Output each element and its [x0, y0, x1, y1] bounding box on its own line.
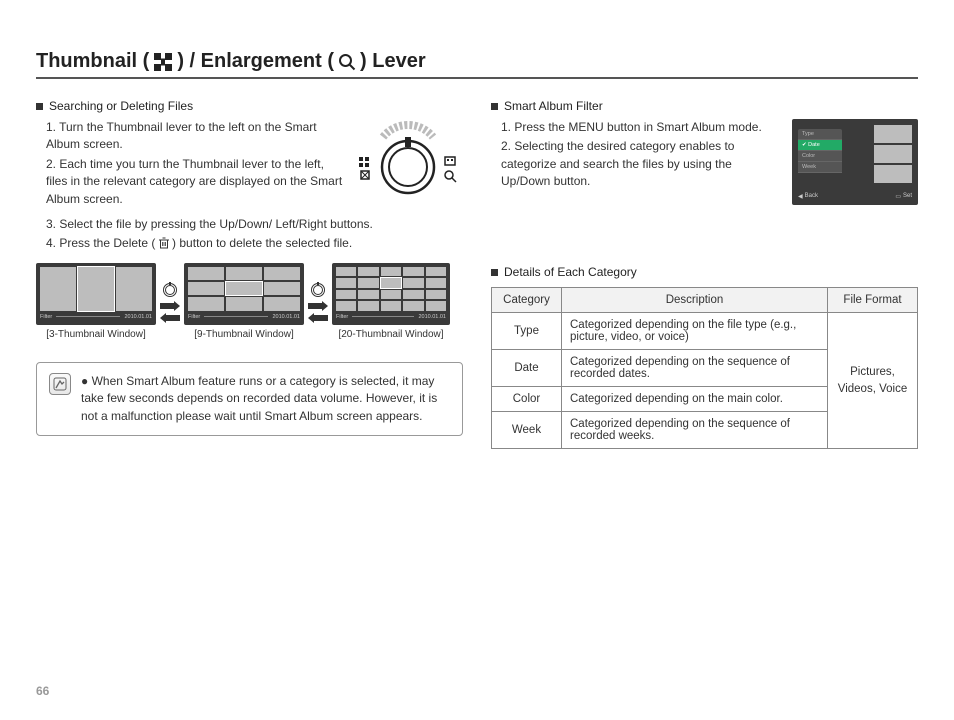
section-heading-filter: Smart Album Filter: [491, 99, 918, 113]
th-category: Category: [492, 288, 562, 313]
td-format: Pictures, Videos, Voice: [828, 313, 918, 449]
table-header-row: Category Description File Format: [492, 288, 918, 313]
two-column-layout: Searching or Deleting Files 1. Turn the …: [36, 99, 918, 449]
td-category: Type: [492, 313, 562, 350]
thumbnail-windows-strip: Filter2010.01.01 [3-Thumbnail Window] Fi…: [36, 263, 463, 340]
square-bullet-icon: [491, 103, 498, 110]
section-heading-details: Details of Each Category: [491, 265, 918, 279]
td-description: Categorized depending on the main color.: [562, 387, 828, 412]
lever-arrows: [160, 279, 180, 323]
note-callout: When Smart Album feature runs or a categ…: [36, 362, 463, 436]
category-table: Category Description File Format Type Ca…: [491, 287, 918, 449]
td-category: Week: [492, 412, 562, 449]
thumb-20-window: Filter2010.01.01 [20-Thumbnail Window]: [332, 263, 450, 340]
trash-icon: [159, 236, 169, 250]
step-item: 3. Select the file by pressing the Up/Do…: [46, 216, 463, 233]
square-bullet-icon: [36, 103, 43, 110]
th-description: Description: [562, 288, 828, 313]
filter-thumbs: [874, 125, 912, 183]
section-heading-label: Searching or Deleting Files: [49, 99, 193, 113]
filter-menu: Type ✔ Date Color Week: [798, 129, 842, 173]
left-steps-b: 3. Select the file by pressing the Up/Do…: [46, 216, 463, 253]
thumb-3-window: Filter2010.01.01 [3-Thumbnail Window]: [36, 263, 156, 340]
td-description: Categorized depending on the sequence of…: [562, 350, 828, 387]
arrow-left-icon: [160, 313, 180, 323]
table-row: Type Categorized depending on the file t…: [492, 313, 918, 350]
td-description: Categorized depending on the file type (…: [562, 313, 828, 350]
thumb-caption: [20-Thumbnail Window]: [338, 329, 443, 340]
th-format: File Format: [828, 288, 918, 313]
note-icon: [49, 373, 71, 395]
filter-bottom-bar: ◀ Back ▭ Set: [798, 191, 912, 201]
left-column: Searching or Deleting Files 1. Turn the …: [36, 99, 463, 449]
arrow-right-icon: [308, 301, 328, 311]
filter-menu-item: Week: [798, 162, 842, 173]
right-steps: 1. Press the MENU button in Smart Album …: [491, 119, 782, 199]
square-bullet-icon: [491, 269, 498, 276]
right-upper-row: 1. Press the MENU button in Smart Album …: [491, 119, 918, 205]
title-mid: ) / Enlargement (: [177, 50, 334, 73]
right-column: Smart Album Filter 1. Press the MENU but…: [491, 99, 918, 449]
td-category: Date: [492, 350, 562, 387]
thumb-9-window: Filter2010.01.01 [9-Thumbnail Window]: [184, 263, 304, 340]
page-title: Thumbnail ( ) / Enlargement ( ) Lever: [36, 50, 918, 79]
section-heading-label: Details of Each Category: [504, 265, 637, 279]
td-category: Color: [492, 387, 562, 412]
step-item: 1. Press the MENU button in Smart Album …: [501, 119, 782, 136]
page-number: 66: [36, 684, 49, 698]
thumbnail-grid-icon: [153, 52, 173, 72]
step-item: 4. Press the Delete ( ) button to delete…: [46, 235, 463, 252]
lever-dial-illustration: [353, 119, 463, 212]
arrow-left-icon: [308, 313, 328, 323]
td-description: Categorized depending on the sequence of…: [562, 412, 828, 449]
step-item: 1. Turn the Thumbnail lever to the left …: [46, 119, 345, 154]
lever-arrows: [308, 279, 328, 323]
magnify-icon: [338, 53, 356, 71]
filter-menu-item-selected: ✔ Date: [798, 140, 842, 151]
arrow-right-icon: [160, 301, 180, 311]
filter-menu-item: Type: [798, 129, 842, 140]
left-steps-a: 1. Turn the Thumbnail lever to the left …: [36, 119, 345, 216]
title-suffix: ) Lever: [360, 50, 426, 73]
title-prefix: Thumbnail (: [36, 50, 149, 73]
section-heading-label: Smart Album Filter: [504, 99, 603, 113]
step-item: 2. Selecting the desired category enable…: [501, 138, 782, 190]
set-label: ▭ Set: [895, 193, 912, 200]
back-label: ◀ Back: [798, 193, 818, 200]
section-heading-search: Searching or Deleting Files: [36, 99, 463, 113]
step-item: 2. Each time you turn the Thumbnail leve…: [46, 156, 345, 208]
thumb-caption: [9-Thumbnail Window]: [194, 329, 293, 340]
filter-menu-item: Color: [798, 151, 842, 162]
left-upper-row: 1. Turn the Thumbnail lever to the left …: [36, 119, 463, 216]
filter-screenshot: Type ✔ Date Color Week ◀ Back ▭ Set: [792, 119, 918, 205]
note-text: When Smart Album feature runs or a categ…: [81, 373, 450, 425]
thumb-caption: [3-Thumbnail Window]: [46, 329, 145, 340]
